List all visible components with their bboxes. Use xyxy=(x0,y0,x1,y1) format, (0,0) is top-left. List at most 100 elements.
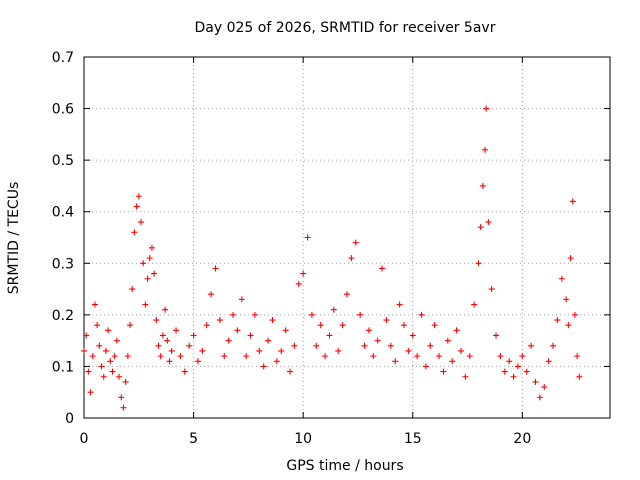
data-point xyxy=(260,363,267,370)
data-point xyxy=(365,327,372,334)
data-point xyxy=(100,373,107,380)
data-point xyxy=(326,332,333,339)
data-point xyxy=(348,255,355,262)
data-point xyxy=(83,332,90,339)
data-point xyxy=(135,193,142,200)
data-point xyxy=(265,337,272,344)
data-point xyxy=(571,311,578,318)
data-point xyxy=(186,342,193,349)
data-point xyxy=(116,373,123,380)
data-point xyxy=(221,353,228,360)
data-point xyxy=(418,311,425,318)
data-point xyxy=(569,198,576,205)
data-point xyxy=(102,347,109,354)
data-points xyxy=(81,105,583,411)
data-point xyxy=(243,353,250,360)
data-point xyxy=(379,265,386,272)
data-point xyxy=(483,105,490,112)
data-point xyxy=(485,219,492,226)
data-point xyxy=(111,353,118,360)
data-point xyxy=(238,296,245,303)
data-point xyxy=(278,347,285,354)
data-point xyxy=(574,353,581,360)
axes: 0 0.1 0.2 0.3 0.4 0.5 0.6 0.7 0 5 10 15 20 xyxy=(52,50,610,447)
data-point xyxy=(514,363,521,370)
data-point xyxy=(449,358,456,365)
data-point xyxy=(151,270,158,277)
plot-frame xyxy=(83,56,611,419)
data-point xyxy=(322,353,329,360)
data-point xyxy=(554,317,561,324)
data-point xyxy=(234,327,241,334)
data-point xyxy=(105,327,112,334)
data-point xyxy=(466,353,473,360)
y-tick-label: 0.4 xyxy=(52,205,74,221)
data-point xyxy=(159,332,166,339)
data-point xyxy=(304,234,311,241)
data-point xyxy=(344,291,350,298)
data-point xyxy=(162,306,169,313)
data-point xyxy=(144,275,151,282)
data-point xyxy=(400,322,407,329)
data-point xyxy=(109,368,116,375)
data-point xyxy=(212,265,219,272)
data-point xyxy=(291,342,298,349)
data-point xyxy=(295,280,302,287)
data-point xyxy=(387,342,394,349)
data-point xyxy=(287,368,294,375)
data-point xyxy=(247,332,254,339)
data-point xyxy=(142,301,149,308)
data-point xyxy=(256,347,263,354)
data-point xyxy=(199,347,206,354)
data-point xyxy=(392,358,399,365)
data-point xyxy=(91,301,98,308)
data-point xyxy=(475,260,482,267)
data-point xyxy=(335,347,342,354)
data-point xyxy=(567,255,574,262)
data-point xyxy=(140,260,147,267)
data-point xyxy=(203,322,210,329)
data-point xyxy=(488,286,495,293)
data-point xyxy=(506,358,513,365)
data-point xyxy=(471,301,478,308)
data-point xyxy=(545,358,552,365)
data-point xyxy=(166,358,173,365)
data-point xyxy=(124,353,131,360)
data-point xyxy=(409,332,416,339)
data-point xyxy=(440,368,447,375)
data-point xyxy=(300,270,307,277)
x-tick-label: 20 xyxy=(513,431,531,447)
data-point xyxy=(330,306,337,313)
data-point xyxy=(133,203,140,210)
y-tick-label: 0.5 xyxy=(52,153,74,169)
data-point xyxy=(157,353,164,360)
x-tick-label: 15 xyxy=(404,431,422,447)
data-point xyxy=(528,342,535,349)
x-tick-label: 10 xyxy=(294,431,312,447)
data-point xyxy=(339,322,346,329)
data-point xyxy=(129,286,136,293)
data-point xyxy=(194,358,201,365)
data-point xyxy=(87,389,94,396)
y-tick-label: 0 xyxy=(65,411,74,427)
data-point xyxy=(208,291,215,298)
y-tick-label: 0.7 xyxy=(52,50,74,66)
data-point xyxy=(479,182,486,189)
y-tick-label: 0.3 xyxy=(52,256,74,272)
data-point xyxy=(427,342,434,349)
data-point xyxy=(190,332,197,339)
data-point xyxy=(519,353,526,360)
x-axis-label: GPS time / hours xyxy=(286,458,403,474)
data-point xyxy=(122,378,129,385)
data-point xyxy=(225,337,232,344)
data-point xyxy=(168,347,175,354)
data-point xyxy=(251,311,258,318)
data-point xyxy=(565,322,572,329)
data-point xyxy=(317,322,324,329)
y-axis-label: SRMTID / TECUs xyxy=(6,182,22,295)
data-point xyxy=(181,368,188,375)
data-point xyxy=(374,337,381,344)
data-point xyxy=(94,322,101,329)
data-point xyxy=(216,317,223,324)
data-point xyxy=(96,342,103,349)
